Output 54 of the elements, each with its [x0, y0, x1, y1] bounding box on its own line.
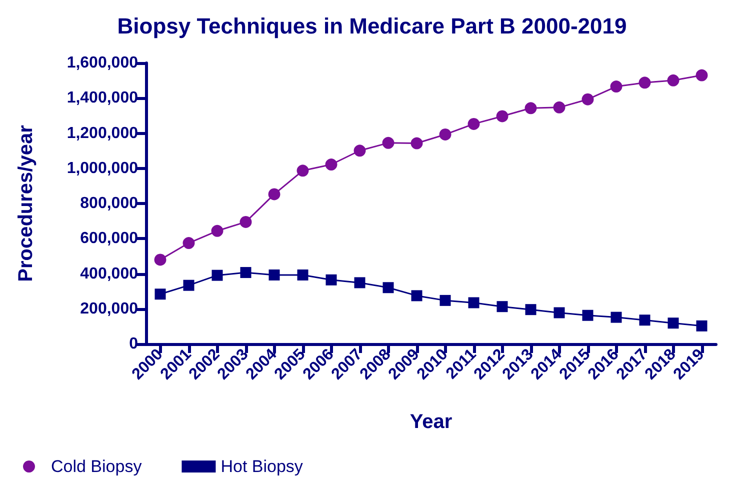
- legend-label: Hot Biopsy: [220, 457, 304, 476]
- y-tick-label: 1,000,000: [66, 160, 138, 177]
- point: [610, 312, 622, 323]
- point: [382, 282, 394, 294]
- point: [211, 224, 224, 237]
- x-axis-title: Year: [410, 411, 452, 433]
- point: [240, 216, 252, 228]
- y-tick-label: 1,400,000: [66, 90, 138, 107]
- point: [326, 274, 337, 286]
- point: [667, 74, 680, 86]
- point: [525, 304, 536, 316]
- point: [296, 164, 309, 177]
- point: [639, 314, 650, 326]
- point: [638, 76, 651, 89]
- point: [668, 318, 679, 329]
- point: [268, 188, 280, 200]
- point: [440, 294, 451, 306]
- y-tick-label: 0: [129, 336, 138, 352]
- y-tick-label: 1,200,000: [66, 124, 138, 142]
- legend-label: Cold Biopsy: [51, 457, 142, 476]
- point: [182, 237, 195, 250]
- point: [582, 93, 594, 106]
- point: [297, 269, 308, 280]
- point: [554, 307, 565, 318]
- point: [582, 310, 594, 321]
- point: [468, 297, 480, 308]
- y-tick-label: 600,000: [80, 230, 138, 248]
- point: [354, 144, 366, 157]
- point: [382, 136, 394, 149]
- y-tick-label: 1,600,000: [66, 54, 138, 72]
- point: [268, 269, 280, 280]
- point: [154, 254, 166, 266]
- y-tick-label: 400,000: [80, 265, 138, 282]
- chart-title: Biopsy Techniques in Medicare Part B 2000-2019: [117, 14, 627, 38]
- point: [411, 290, 422, 302]
- point: [212, 270, 223, 281]
- point: [696, 69, 708, 82]
- y-tick-label: 800,000: [80, 195, 138, 212]
- point: [354, 277, 366, 288]
- y-tick-label: 200,000: [80, 300, 138, 318]
- point: [439, 128, 452, 140]
- point: [154, 288, 166, 300]
- point: [410, 137, 423, 150]
- point: [240, 267, 252, 278]
- point: [553, 101, 566, 114]
- point: [496, 110, 508, 122]
- point: [524, 102, 537, 114]
- point: [610, 80, 622, 93]
- point: [325, 158, 338, 171]
- point: [468, 118, 480, 130]
- point: [696, 320, 708, 332]
- y-axis-title: Procedures/year: [15, 124, 37, 282]
- point: [496, 301, 508, 312]
- point: [183, 280, 194, 291]
